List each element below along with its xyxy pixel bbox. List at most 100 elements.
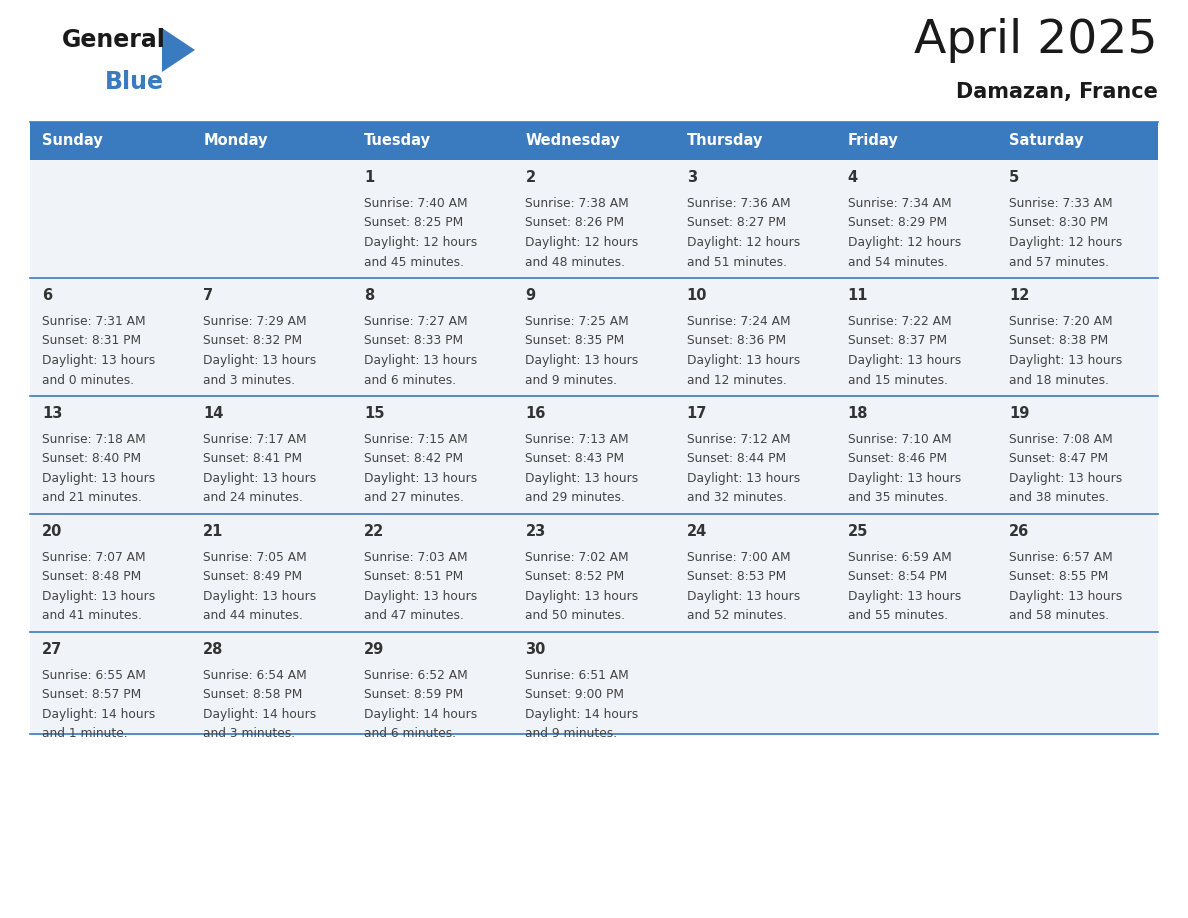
Text: and 51 minutes.: and 51 minutes. xyxy=(687,255,786,268)
Text: 1: 1 xyxy=(365,170,374,185)
Text: 17: 17 xyxy=(687,406,707,421)
Text: 20: 20 xyxy=(42,524,63,539)
Text: 14: 14 xyxy=(203,406,223,421)
Text: Sunset: 8:26 PM: Sunset: 8:26 PM xyxy=(525,217,625,230)
Text: Daylight: 13 hours: Daylight: 13 hours xyxy=(42,472,156,485)
Text: Daylight: 13 hours: Daylight: 13 hours xyxy=(1009,472,1123,485)
Text: Sunrise: 7:20 AM: Sunrise: 7:20 AM xyxy=(1009,315,1112,328)
Text: Sunset: 8:47 PM: Sunset: 8:47 PM xyxy=(1009,453,1108,465)
Bar xyxy=(30,122,191,160)
Text: Sunday: Sunday xyxy=(42,133,102,149)
Text: Sunrise: 7:15 AM: Sunrise: 7:15 AM xyxy=(365,433,468,446)
Text: Daylight: 13 hours: Daylight: 13 hours xyxy=(365,472,478,485)
Text: 12: 12 xyxy=(1009,288,1029,303)
Text: Sunrise: 7:02 AM: Sunrise: 7:02 AM xyxy=(525,551,630,564)
Text: and 9 minutes.: and 9 minutes. xyxy=(525,374,618,386)
Text: and 55 minutes.: and 55 minutes. xyxy=(848,610,948,622)
Text: and 15 minutes.: and 15 minutes. xyxy=(848,374,948,386)
Text: Daylight: 14 hours: Daylight: 14 hours xyxy=(525,708,639,721)
Text: Sunset: 8:25 PM: Sunset: 8:25 PM xyxy=(365,217,463,230)
Text: 24: 24 xyxy=(687,524,707,539)
Text: Sunrise: 7:25 AM: Sunrise: 7:25 AM xyxy=(525,315,630,328)
Bar xyxy=(191,122,353,160)
Text: and 52 minutes.: and 52 minutes. xyxy=(687,610,786,622)
Text: and 54 minutes.: and 54 minutes. xyxy=(848,255,948,268)
Text: Sunrise: 7:22 AM: Sunrise: 7:22 AM xyxy=(848,315,952,328)
Text: 3: 3 xyxy=(687,170,696,185)
Text: Sunrise: 7:17 AM: Sunrise: 7:17 AM xyxy=(203,433,307,446)
Text: Friday: Friday xyxy=(848,133,898,149)
Bar xyxy=(675,122,835,160)
Text: Wednesday: Wednesday xyxy=(525,133,620,149)
Text: Sunrise: 6:57 AM: Sunrise: 6:57 AM xyxy=(1009,551,1113,564)
Text: and 3 minutes.: and 3 minutes. xyxy=(203,727,296,741)
Text: 18: 18 xyxy=(848,406,868,421)
Text: Sunrise: 7:34 AM: Sunrise: 7:34 AM xyxy=(848,197,952,210)
Text: Sunrise: 6:51 AM: Sunrise: 6:51 AM xyxy=(525,669,630,682)
Text: Sunset: 8:33 PM: Sunset: 8:33 PM xyxy=(365,334,463,348)
Text: Daylight: 13 hours: Daylight: 13 hours xyxy=(687,354,800,367)
Bar xyxy=(30,278,1158,396)
Text: 22: 22 xyxy=(365,524,385,539)
Text: 10: 10 xyxy=(687,288,707,303)
Text: Monday: Monday xyxy=(203,133,267,149)
Text: Sunrise: 7:29 AM: Sunrise: 7:29 AM xyxy=(203,315,307,328)
Text: Daylight: 13 hours: Daylight: 13 hours xyxy=(1009,590,1123,603)
Text: Sunset: 8:31 PM: Sunset: 8:31 PM xyxy=(42,334,141,348)
Text: Sunset: 8:57 PM: Sunset: 8:57 PM xyxy=(42,688,141,701)
Text: Sunset: 8:35 PM: Sunset: 8:35 PM xyxy=(525,334,625,348)
Text: and 47 minutes.: and 47 minutes. xyxy=(365,610,465,622)
Text: Daylight: 12 hours: Daylight: 12 hours xyxy=(848,236,961,249)
Text: Sunset: 8:49 PM: Sunset: 8:49 PM xyxy=(203,570,302,584)
Text: Sunrise: 7:33 AM: Sunrise: 7:33 AM xyxy=(1009,197,1112,210)
Text: Sunset: 8:58 PM: Sunset: 8:58 PM xyxy=(203,688,303,701)
Text: Sunset: 8:38 PM: Sunset: 8:38 PM xyxy=(1009,334,1108,348)
Text: Sunset: 8:30 PM: Sunset: 8:30 PM xyxy=(1009,217,1108,230)
Text: Sunrise: 7:40 AM: Sunrise: 7:40 AM xyxy=(365,197,468,210)
Text: and 48 minutes.: and 48 minutes. xyxy=(525,255,625,268)
Text: Sunrise: 7:18 AM: Sunrise: 7:18 AM xyxy=(42,433,146,446)
Text: Sunset: 8:53 PM: Sunset: 8:53 PM xyxy=(687,570,785,584)
Text: Daylight: 13 hours: Daylight: 13 hours xyxy=(687,472,800,485)
Text: and 50 minutes.: and 50 minutes. xyxy=(525,610,625,622)
Text: Sunrise: 7:36 AM: Sunrise: 7:36 AM xyxy=(687,197,790,210)
Bar xyxy=(997,122,1158,160)
Text: 29: 29 xyxy=(365,642,385,657)
Text: and 6 minutes.: and 6 minutes. xyxy=(365,727,456,741)
Text: Sunrise: 7:03 AM: Sunrise: 7:03 AM xyxy=(365,551,468,564)
Text: 28: 28 xyxy=(203,642,223,657)
Text: Sunset: 8:42 PM: Sunset: 8:42 PM xyxy=(365,453,463,465)
Text: and 21 minutes.: and 21 minutes. xyxy=(42,491,141,505)
Text: Daylight: 12 hours: Daylight: 12 hours xyxy=(365,236,478,249)
Text: Sunset: 8:27 PM: Sunset: 8:27 PM xyxy=(687,217,785,230)
Text: Sunset: 8:41 PM: Sunset: 8:41 PM xyxy=(203,453,302,465)
Text: Daylight: 13 hours: Daylight: 13 hours xyxy=(848,590,961,603)
Text: and 41 minutes.: and 41 minutes. xyxy=(42,610,141,622)
Text: Sunrise: 7:12 AM: Sunrise: 7:12 AM xyxy=(687,433,790,446)
Text: Sunrise: 7:08 AM: Sunrise: 7:08 AM xyxy=(1009,433,1113,446)
Text: 16: 16 xyxy=(525,406,545,421)
Text: 27: 27 xyxy=(42,642,62,657)
Text: Sunset: 8:32 PM: Sunset: 8:32 PM xyxy=(203,334,302,348)
Text: Sunset: 8:44 PM: Sunset: 8:44 PM xyxy=(687,453,785,465)
Text: Daylight: 13 hours: Daylight: 13 hours xyxy=(687,590,800,603)
Text: Sunset: 8:46 PM: Sunset: 8:46 PM xyxy=(848,453,947,465)
Text: and 1 minute.: and 1 minute. xyxy=(42,727,127,741)
Text: Sunrise: 6:59 AM: Sunrise: 6:59 AM xyxy=(848,551,952,564)
Text: Saturday: Saturday xyxy=(1009,133,1083,149)
Text: Sunset: 8:55 PM: Sunset: 8:55 PM xyxy=(1009,570,1108,584)
Text: Sunset: 9:00 PM: Sunset: 9:00 PM xyxy=(525,688,625,701)
Text: Sunset: 8:51 PM: Sunset: 8:51 PM xyxy=(365,570,463,584)
Text: Daylight: 12 hours: Daylight: 12 hours xyxy=(525,236,639,249)
Text: and 24 minutes.: and 24 minutes. xyxy=(203,491,303,505)
Text: 8: 8 xyxy=(365,288,374,303)
Text: 30: 30 xyxy=(525,642,545,657)
Text: Sunset: 8:48 PM: Sunset: 8:48 PM xyxy=(42,570,141,584)
Text: 2: 2 xyxy=(525,170,536,185)
Text: 25: 25 xyxy=(848,524,868,539)
Text: 6: 6 xyxy=(42,288,52,303)
Text: Sunrise: 7:13 AM: Sunrise: 7:13 AM xyxy=(525,433,630,446)
Text: Daylight: 13 hours: Daylight: 13 hours xyxy=(365,590,478,603)
Text: and 9 minutes.: and 9 minutes. xyxy=(525,727,618,741)
Text: April 2025: April 2025 xyxy=(915,18,1158,63)
